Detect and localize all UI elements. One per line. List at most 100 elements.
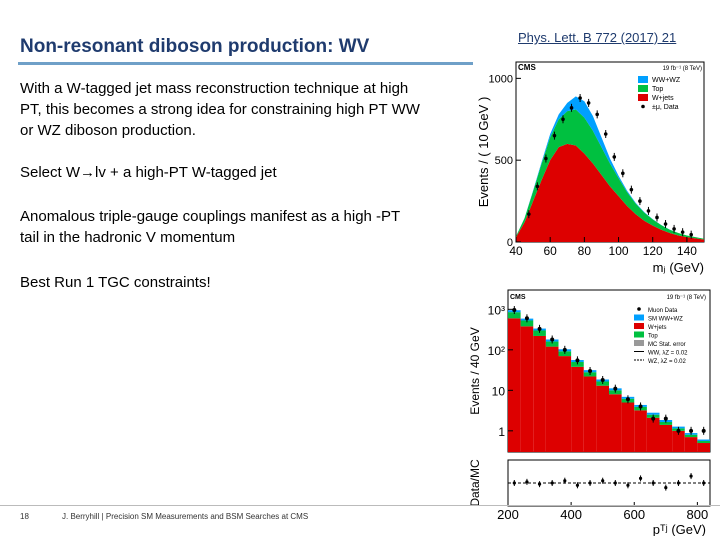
slide-number: 18 [20, 512, 29, 521]
y-tick-label: 1000 [489, 73, 513, 85]
data-point [655, 215, 659, 220]
y-tick-label: 10 [492, 384, 506, 398]
legend-label: SM WW+WZ [648, 317, 683, 323]
y-axis-label: Events / ( 10 GeV ) [476, 97, 491, 208]
footer-divider [0, 505, 720, 506]
bar-top [659, 422, 673, 425]
data-point [676, 428, 681, 433]
ratio-y-axis-label: Data/MC [468, 459, 482, 507]
bar-top [571, 362, 584, 367]
ratio-point [702, 481, 706, 485]
data-point [613, 386, 618, 391]
data-point [578, 96, 582, 100]
ratio-point [512, 481, 516, 485]
bar-w-jets [684, 437, 698, 452]
data-point [552, 133, 557, 138]
paragraph-2: Select W→lv + a high-PT W-tagged jet [20, 164, 277, 181]
data-point [569, 106, 574, 110]
bar-top [684, 434, 698, 438]
data-point [638, 404, 643, 409]
data-point [586, 101, 591, 105]
bar-w-jets [571, 366, 584, 452]
legend-marker [641, 104, 645, 109]
paragraph-1: With a W-tagged jet mass reconstruction … [20, 80, 420, 139]
slide-title: Non-resonant diboson production: WV [20, 36, 370, 57]
bar-top [545, 341, 559, 347]
bar-w-jets [609, 394, 622, 452]
paragraph-3: Anomalous triple-gauge couplings manifes… [20, 208, 400, 246]
legend-swatch [638, 94, 648, 101]
bar-w-jets [659, 424, 673, 452]
legend-label: WW+WZ [652, 77, 681, 84]
ratio-point [537, 482, 542, 486]
data-point [638, 199, 642, 203]
x-tick-label: 600 [623, 507, 645, 522]
ratio-point [588, 481, 592, 485]
data-point [646, 209, 651, 213]
y-tick-label: 0 [507, 237, 513, 249]
data-point [651, 416, 656, 421]
data-point [535, 184, 540, 189]
footer-text: J. Berryhill | Precision SM Measurements… [62, 512, 309, 521]
paragraph-4: Best Run 1 TGC constraints! [20, 274, 211, 291]
data-point [701, 428, 706, 433]
data-point [689, 232, 693, 237]
y-tick-label: 10³ [488, 303, 505, 317]
lumi-label: 19 fb⁻¹ (8 TeV) [667, 295, 706, 301]
area-top [516, 109, 704, 240]
bar-w-jets [596, 385, 609, 452]
legend-label: Muon Data [648, 308, 678, 314]
bar-w-jets [533, 335, 546, 452]
data-point [663, 222, 668, 226]
x-tick-label: 800 [687, 507, 709, 522]
cms-label: CMS [510, 294, 526, 301]
ratio-point [613, 481, 617, 485]
pt-distribution-plot: 1 10 10² 10³ Events / 40 GeV CMS 19 fb⁻¹ (8 Te… [468, 289, 711, 536]
data-point [562, 347, 567, 352]
cms-label: CMS [518, 63, 536, 72]
data-point [550, 337, 555, 342]
data-point [689, 428, 694, 433]
bar-w-jets [646, 417, 660, 452]
y-tick-label: 10² [488, 344, 505, 358]
x-tick-label: 200 [497, 507, 519, 522]
legend-swatch [634, 331, 644, 338]
y-tick-label: 500 [495, 155, 513, 167]
bar-w-jets [697, 443, 710, 452]
legend-label: ±μ, Data [652, 104, 679, 111]
legend-label: WZ, λZ = 0.02 [648, 359, 687, 365]
legend-swatch [638, 76, 648, 83]
data-point [629, 187, 634, 192]
data-point [588, 369, 593, 373]
reference-link[interactable]: Phys. Lett. B 772 (2017) 21 [518, 30, 677, 45]
x-tick-label: 80 [578, 244, 592, 258]
ratio-point [664, 486, 668, 490]
legend-swatch [634, 323, 644, 329]
data-point [625, 397, 630, 402]
bar-top [697, 441, 710, 444]
bar-w-jets [621, 402, 635, 452]
ratio-point [676, 481, 681, 485]
y-axis-label: Events / 40 GeV [468, 327, 482, 414]
data-point [612, 155, 617, 159]
data-point [621, 171, 625, 176]
lumi-label: 19 fb⁻¹ (8 TeV) [663, 66, 702, 72]
ratio-point [525, 480, 529, 484]
x-axis-label: mⱼ (GeV) [653, 260, 704, 275]
legend-swatch [634, 314, 644, 321]
ratio-point [638, 476, 643, 480]
y-tick-label: 1 [498, 425, 505, 439]
data-point [537, 326, 542, 331]
title-underline [18, 62, 473, 65]
bar-sm-ww-wz [697, 439, 710, 442]
bar-top [508, 312, 521, 319]
bar-w-jets [583, 376, 597, 452]
x-axis-label: pᵀʲ (GeV) [653, 522, 706, 536]
ratio-point [550, 481, 554, 485]
data-point [544, 156, 548, 161]
area-w-jets [516, 143, 704, 242]
legend-marker [637, 307, 641, 311]
x-tick-label: 60 [544, 244, 558, 258]
mass-distribution-plot: 40 60 80 100 120 140 0 500 1000 mⱼ (GeV) Events / … [476, 61, 705, 275]
bar-top [533, 330, 546, 336]
